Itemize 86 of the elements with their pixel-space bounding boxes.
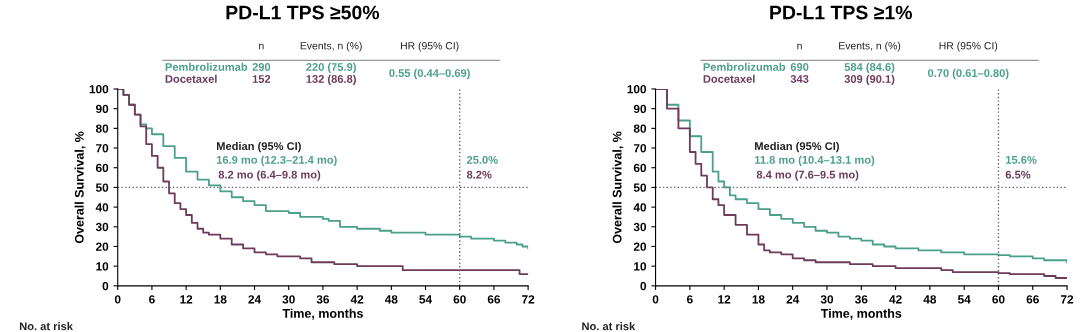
x-tick-label: 18 <box>214 295 227 304</box>
y-tick-label: 40 <box>95 203 109 212</box>
x-tick-label: 66 <box>487 295 501 304</box>
y-tick-label: 20 <box>633 242 647 251</box>
x-tick-label: 30 <box>282 295 295 304</box>
annotation: 8.2% <box>466 170 492 179</box>
y-tick-label: 100 <box>627 85 647 94</box>
x-tick-label: 54 <box>957 295 971 304</box>
annotation: Median (95% CI) <box>216 141 301 153</box>
y-tick-label: 50 <box>95 183 109 192</box>
annotation: 15.6% <box>1006 155 1037 164</box>
text: n <box>797 43 802 50</box>
x-tick-label: 0 <box>114 295 121 304</box>
text: 690 <box>790 63 809 71</box>
text: Docetaxel <box>703 74 755 83</box>
x-tick-label: 48 <box>384 295 398 304</box>
x-tick-label: 42 <box>889 295 902 304</box>
x-tick-label: 36 <box>855 295 868 304</box>
y-tick-label: 40 <box>633 203 647 212</box>
y-tick-label: 10 <box>634 262 647 271</box>
text: HR (95% CI) <box>400 41 459 52</box>
text: 0.55 (0.44–0.69) <box>389 68 470 80</box>
text: HR (95% CI) <box>939 41 998 52</box>
text: No. at risk <box>582 322 636 331</box>
annotation: 11.8 mo (10.4–13.1 mo) <box>755 155 875 167</box>
x-tick-label: 60 <box>992 295 1005 304</box>
y-axis-title: Overall Survival, % <box>74 131 86 244</box>
x-tick-label: 24 <box>248 295 262 304</box>
x-tick-label: 24 <box>786 295 800 304</box>
text: 290 <box>252 63 271 71</box>
x-tick-label: 0 <box>652 295 659 304</box>
y-tick-label: 20 <box>95 242 109 251</box>
x-tick-label: 36 <box>316 295 330 304</box>
text: Events, n (%) <box>300 41 362 52</box>
x-tick-label: 6 <box>149 295 155 304</box>
y-tick-label: 80 <box>633 124 647 133</box>
text: 309 (90.1) <box>844 74 895 86</box>
text: No. at risk <box>19 322 73 331</box>
y-tick-label: 100 <box>89 85 109 94</box>
chart-title: PD-L1 TPS ≥1% <box>770 5 912 20</box>
x-tick-label: 66 <box>1026 295 1039 304</box>
y-tick-label: 10 <box>96 262 109 271</box>
chart-title: PD-L1 TPS ≥50% <box>226 5 380 20</box>
x-tick-label: 12 <box>718 295 731 304</box>
x-tick-label: 18 <box>752 295 765 304</box>
y-tick-label: 70 <box>96 144 109 153</box>
x-tick-label: 54 <box>419 295 433 304</box>
annotation: 16.9 mo (12.3–21.4 mo) <box>216 155 337 167</box>
text: 0.70 (0.61–0.80) <box>927 68 1009 80</box>
annotation: Median (95% CI) <box>755 141 839 153</box>
x-tick-label: 48 <box>923 295 937 304</box>
y-tick-label: 60 <box>95 163 109 173</box>
y-tick-label: 60 <box>633 163 647 173</box>
text: 132 (86.8) <box>306 74 356 86</box>
x-tick-label: 72 <box>1060 295 1074 304</box>
annotation: 8.2 mo (6.4–9.8 mo) <box>218 170 321 181</box>
x-tick-label: 42 <box>350 295 364 304</box>
y-tick-label: 0 <box>102 281 109 291</box>
x-tick-label: 12 <box>180 295 193 304</box>
x-tick-label: 60 <box>453 295 466 304</box>
text: Pembrolizumab <box>165 62 248 71</box>
text: 343 <box>790 75 809 83</box>
text: 152 <box>252 75 271 83</box>
x-tick-label: 6 <box>687 295 693 304</box>
text: n <box>259 43 264 50</box>
annotation: 8.4 mo (7.6–9.5 mo) <box>756 170 859 181</box>
x-tick-label: 30 <box>820 295 834 304</box>
text: Events, n (%) <box>839 41 901 52</box>
y-tick-label: 90 <box>633 104 647 114</box>
text: 220 (75.9) <box>306 62 356 74</box>
x-tick-label: 72 <box>522 295 535 304</box>
y-tick-label: 30 <box>95 222 109 232</box>
annotation: 6.5% <box>1005 170 1031 179</box>
annotation: 25.0% <box>466 155 498 164</box>
text: Docetaxel <box>165 74 217 83</box>
y-tick-label: 30 <box>633 222 647 232</box>
y-tick-label: 50 <box>633 183 647 192</box>
x-axis-title: Time, months <box>820 308 902 320</box>
y-tick-label: 90 <box>95 104 109 114</box>
text: Pembrolizumab <box>703 62 786 71</box>
y-tick-label: 70 <box>633 144 647 153</box>
text: 584 (84.6) <box>844 62 895 74</box>
y-axis-title: Overall Survival, % <box>612 131 624 244</box>
y-tick-label: 80 <box>95 124 109 133</box>
x-axis-title: Time, months <box>282 308 363 320</box>
y-tick-label: 0 <box>640 281 647 291</box>
